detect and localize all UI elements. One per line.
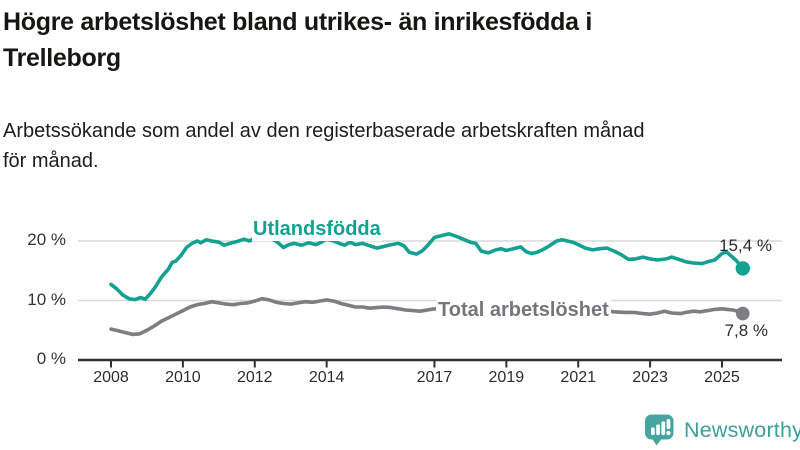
chart-subtitle-line2: för månad. — [3, 150, 99, 172]
y-tick-label: 10 % — [27, 289, 66, 309]
x-tick-label: 2014 — [308, 369, 345, 386]
chart-subtitle-line1: Arbetssökande som andel av den registerb… — [3, 120, 645, 142]
newsworthy-brand: Newsworthy — [644, 413, 800, 447]
y-tick-label: 0 % — [36, 349, 66, 368]
chart-title: Högre arbetslöshet bland utrikes- än inr… — [3, 4, 795, 76]
series-line-0 — [109, 230, 745, 302]
series-end-dot-1 — [736, 306, 750, 321]
series-line-1 — [109, 296, 745, 337]
end-value-label-total: 7,8 % — [724, 321, 768, 340]
end-value-label-utlandsfodda: 15,4 % — [719, 236, 772, 255]
series-label-total-arbetsloshet: Total arbetslöshet — [436, 299, 611, 322]
chart-title-line2: Trelleborg — [3, 44, 121, 72]
series-end-dot-0 — [735, 261, 750, 276]
series-label-utlandsfodda: Utlandsfödda — [252, 218, 382, 241]
newsworthy-logo-icon — [645, 414, 674, 446]
x-tick-label: 2010 — [165, 369, 201, 386]
x-tick-label: 2019 — [488, 369, 525, 386]
x-tick-label: 2012 — [236, 369, 273, 386]
x-tick-label: 2008 — [93, 369, 129, 386]
x-tick-label: 2017 — [416, 369, 453, 386]
brand-name-text: Newsworthy — [684, 417, 800, 442]
x-tick-label: 2021 — [560, 369, 597, 386]
chart-subtitle: Arbetssökande som andel av den registerb… — [3, 116, 793, 176]
x-tick-label: 2023 — [632, 369, 668, 386]
y-tick-label: 20 % — [27, 230, 66, 249]
x-tick-label: 2025 — [704, 369, 740, 386]
chart-title-line1: Högre arbetslöshet bland utrikes- än inr… — [3, 8, 592, 36]
